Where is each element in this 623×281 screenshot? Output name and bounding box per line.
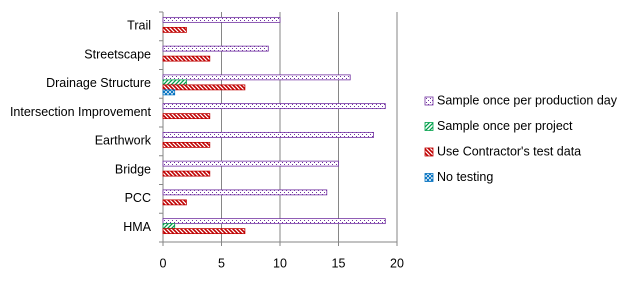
legend-marker	[424, 147, 434, 157]
x-tick-label: 15	[332, 256, 346, 270]
y-tick-label: Bridge	[115, 162, 151, 176]
bar	[162, 89, 176, 96]
legend-marker	[424, 96, 434, 106]
y-tick-label: Drainage Structure	[46, 76, 151, 90]
legend-label: Sample once per project	[437, 119, 573, 133]
bar	[162, 84, 246, 91]
bar	[162, 170, 211, 177]
legend-label: Sample once per production day	[437, 93, 618, 107]
bar	[162, 16, 281, 23]
bar	[162, 199, 187, 206]
bar	[162, 223, 176, 230]
y-tick-label: HMA	[123, 220, 151, 234]
bar	[162, 74, 351, 81]
bar	[162, 45, 269, 52]
x-tick-label: 0	[160, 256, 167, 270]
bar	[162, 218, 386, 225]
legend-marker	[424, 122, 434, 131]
x-tick-label: 20	[390, 256, 404, 270]
legend-marker	[424, 173, 434, 182]
bar	[162, 55, 211, 62]
bar	[162, 189, 328, 196]
legend-label: Use Contractor's test data	[437, 144, 581, 158]
y-tick-label: Earthwork	[95, 134, 152, 148]
x-tick-label: 5	[218, 256, 225, 270]
y-tick-label: Intersection Improvement	[10, 105, 152, 119]
legend-label: No testing	[437, 170, 493, 184]
bar	[162, 113, 211, 120]
bar	[162, 79, 187, 86]
bar	[162, 26, 187, 33]
y-tick-label: PCC	[125, 191, 151, 205]
x-tick-label: 10	[273, 256, 287, 270]
y-tick-label: Trail	[127, 19, 151, 33]
bar	[162, 131, 375, 138]
bar	[162, 141, 211, 148]
bar	[162, 228, 246, 235]
bar	[162, 160, 339, 167]
y-tick-label: Streetscape	[84, 47, 151, 61]
bar	[162, 103, 386, 110]
